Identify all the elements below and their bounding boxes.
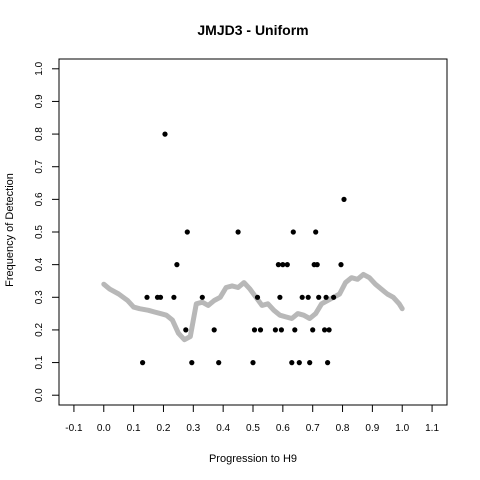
data-point [326,327,332,333]
x-tick-label: 1.0 [395,423,409,434]
data-point [140,360,146,366]
data-point [331,294,337,300]
data-point [314,262,320,268]
y-tick-label: 0.9 [34,94,45,108]
data-point [284,262,290,268]
data-points-layer [140,131,347,366]
data-point [272,327,278,333]
y-axis: 0.0 0.1 0.2 0.3 0.4 0.5 0.6 0.7 0.8 0.9 1.0 [34,61,59,402]
x-tick-label: 0.1 [127,423,141,434]
x-tick-label: 0.6 [276,423,290,434]
data-point [174,262,180,268]
data-point [216,360,222,366]
smooth-trend-line [101,271,405,343]
data-point [338,262,344,268]
x-tick-label: 1.1 [425,423,439,434]
x-axis-label: Progression to H9 [209,453,297,465]
x-tick-label: 0.8 [336,423,350,434]
y-tick-label: 0.1 [34,355,45,369]
data-point [257,327,264,333]
y-tick-label: 0.2 [34,323,45,337]
x-tick-label: 0.9 [365,423,379,434]
y-tick-label: 0.7 [34,159,45,173]
x-tick-label: 0.0 [97,423,111,434]
data-point [250,360,256,366]
y-tick-label: 0.8 [34,127,45,141]
data-point [299,294,305,300]
data-point [251,327,258,333]
data-point [184,229,190,235]
data-point [189,360,195,366]
data-point [341,196,347,202]
y-tick-label: 1.0 [34,61,45,75]
data-point [235,229,241,235]
data-point [183,327,189,333]
x-tick-label: 0.7 [306,423,320,434]
data-point [278,327,284,333]
data-point [316,294,322,300]
data-point [275,262,281,268]
data-point [162,131,168,137]
data-point [307,360,313,366]
data-point [322,327,328,333]
y-tick-label: 0.3 [34,290,45,304]
data-point [310,327,316,333]
x-tick-label: 0.5 [246,423,260,434]
data-point [280,262,286,268]
data-point [325,360,331,366]
data-point [157,294,164,300]
plot-area-frame [58,58,448,406]
y-axis-label: Frequency of Detection [4,173,16,287]
x-tick-label: 0.2 [157,423,171,434]
data-point [277,294,283,300]
y-tick-label: 0.6 [34,192,45,206]
data-point [296,360,302,366]
data-point [144,294,150,300]
y-tick-label: 0.5 [34,225,45,239]
data-point [290,229,296,235]
chart-title: JMJD3 - Uniform [197,22,308,38]
smooth-line-layer [101,271,405,343]
x-tick-label: 0.3 [186,423,200,434]
x-axis: -0.1 0.0 0.1 0.2 0.3 0.4 0.5 0.6 0.7 0.8 0.9 1.0 1.1 [65,405,439,434]
data-point [171,294,177,300]
data-point [292,327,298,333]
data-point [323,294,329,300]
data-point [305,294,311,300]
x-tick-label: 0.4 [216,423,230,434]
y-tick-label: 0.4 [34,257,45,271]
y-tick-label: 0.0 [34,388,45,402]
data-point [289,360,295,366]
data-point [254,294,261,300]
x-tick-label: -0.1 [65,423,83,434]
data-point [313,229,319,235]
data-point [211,327,217,333]
data-point [199,294,205,300]
